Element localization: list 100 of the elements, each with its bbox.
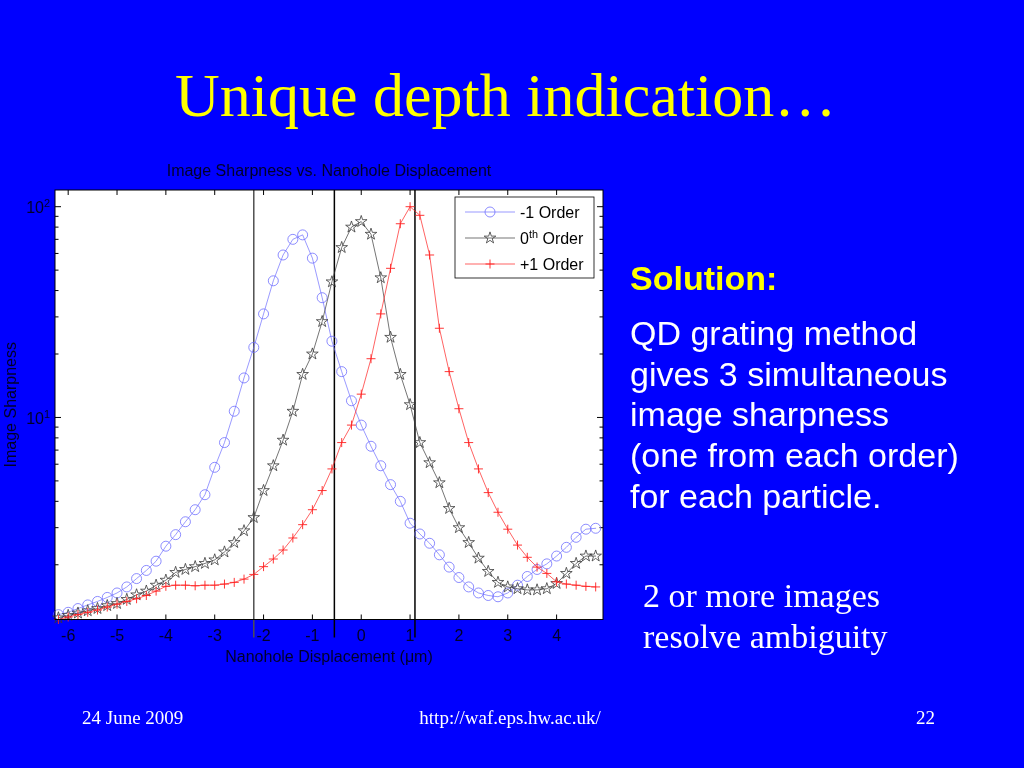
point — [512, 540, 523, 551]
point — [208, 553, 221, 566]
point — [355, 419, 367, 431]
point — [199, 489, 211, 501]
point — [444, 366, 455, 377]
point — [267, 275, 279, 287]
point — [170, 580, 181, 591]
point — [190, 580, 201, 591]
point — [423, 456, 436, 469]
point — [169, 565, 182, 578]
point — [589, 549, 602, 562]
point — [307, 504, 318, 515]
point — [335, 241, 348, 253]
point — [374, 271, 387, 284]
point — [579, 549, 593, 562]
point — [560, 541, 572, 553]
point — [199, 580, 210, 591]
point — [287, 233, 299, 245]
point — [326, 335, 338, 347]
point — [414, 528, 426, 540]
text: 22 — [916, 707, 935, 728]
point — [297, 229, 309, 241]
point — [229, 577, 240, 588]
point — [198, 556, 212, 569]
point — [385, 479, 396, 491]
point — [394, 495, 406, 507]
x-tick-label: -2 — [256, 626, 271, 644]
point — [120, 592, 134, 605]
point — [571, 580, 582, 591]
x-tick-label: -4 — [158, 626, 174, 644]
point — [219, 437, 230, 448]
y-axis-title: Image Sharpness — [2, 342, 19, 468]
point — [551, 550, 562, 562]
point — [590, 522, 602, 534]
point — [561, 579, 572, 590]
point — [541, 568, 552, 579]
point — [218, 545, 231, 558]
point — [521, 571, 533, 582]
point — [151, 586, 162, 597]
point — [433, 549, 445, 561]
point — [268, 554, 279, 564]
point — [188, 560, 202, 572]
x-axis-title: Nanohole Displacement (μm) — [225, 648, 433, 665]
point — [258, 308, 269, 320]
point — [92, 596, 103, 607]
point — [473, 587, 484, 599]
point — [228, 405, 240, 417]
point — [238, 372, 250, 384]
point — [463, 581, 475, 593]
point — [356, 389, 367, 400]
text: Solution: — [630, 259, 778, 297]
point — [502, 587, 514, 599]
point — [160, 540, 172, 552]
point — [355, 215, 368, 227]
point — [180, 516, 191, 528]
point — [278, 545, 289, 555]
point — [276, 433, 290, 446]
point — [247, 511, 260, 523]
y-tick-label: 10$^{2}$ — [26, 197, 50, 217]
text: 2 or more images resolve ambiguity — [643, 577, 888, 655]
point — [130, 588, 143, 601]
point — [63, 612, 74, 622]
x-tick-label: 4 — [552, 626, 562, 644]
point — [424, 250, 435, 260]
point — [540, 582, 554, 595]
point — [482, 590, 494, 601]
point — [326, 463, 337, 474]
point — [267, 459, 280, 472]
point — [101, 592, 113, 603]
point — [325, 275, 339, 288]
point — [179, 562, 192, 575]
point — [403, 398, 417, 411]
point — [522, 552, 533, 563]
point — [149, 578, 163, 591]
x-tick-label: -6 — [61, 626, 76, 644]
point — [424, 537, 436, 549]
x-tick-label: 1 — [405, 626, 415, 644]
point — [345, 220, 358, 233]
legend-label: +1 Order — [520, 255, 585, 273]
x-tick-label: -3 — [207, 626, 222, 644]
point — [493, 507, 503, 518]
point — [237, 524, 251, 537]
point — [452, 521, 466, 534]
point — [306, 252, 318, 264]
point — [511, 582, 524, 595]
point — [433, 476, 446, 489]
point — [502, 524, 513, 535]
point — [491, 575, 505, 588]
point — [209, 461, 221, 473]
point — [483, 487, 494, 498]
point — [287, 533, 298, 543]
point — [472, 551, 485, 564]
point — [121, 581, 133, 593]
point — [404, 517, 416, 529]
point — [385, 263, 396, 274]
point — [170, 529, 182, 541]
point — [580, 523, 592, 535]
point — [248, 569, 259, 580]
point — [121, 596, 132, 607]
text: QD grating method gives 3 simultaneous image sharpness (one from each order) for each particle. — [630, 314, 959, 515]
